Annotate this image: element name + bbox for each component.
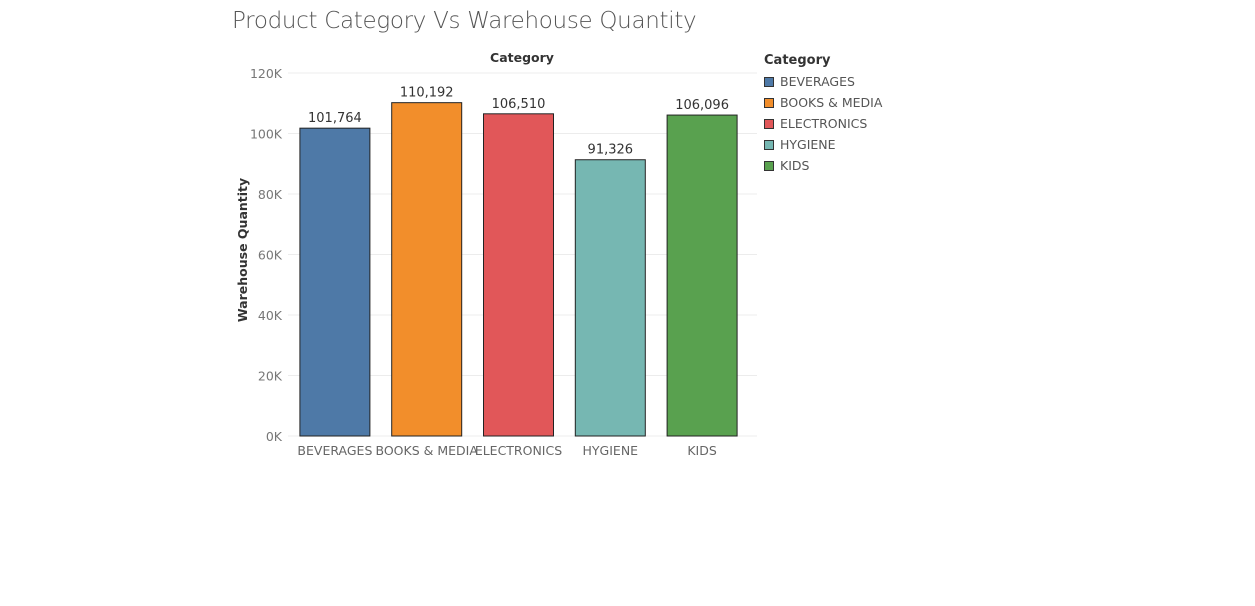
legend-item[interactable]: ELECTRONICS — [764, 113, 882, 134]
legend-label: BOOKS & MEDIA — [780, 95, 883, 110]
y-tick-label: 120K — [250, 66, 283, 81]
y-tick-label: 60K — [258, 248, 283, 263]
y-tick-label: 0K — [266, 429, 283, 444]
data-label: 91,326 — [588, 143, 634, 158]
bars — [299, 102, 738, 437]
data-label: 106,096 — [675, 98, 729, 113]
chart-title: Product Category Vs Warehouse Quantity — [232, 8, 697, 34]
y-tick-label: 20K — [258, 369, 283, 384]
data-label: 110,192 — [400, 86, 454, 101]
legend-swatch — [764, 139, 774, 150]
legend-label: BEVERAGES — [780, 74, 855, 89]
data-label: 101,764 — [308, 111, 362, 126]
legend-swatch — [764, 97, 774, 108]
x-axis-title: Category — [490, 50, 554, 65]
legend-item[interactable]: BEVERAGES — [764, 71, 882, 92]
legend-item[interactable]: BOOKS & MEDIA — [764, 92, 882, 113]
y-tick-label: 100K — [250, 127, 283, 142]
legend-swatch — [764, 76, 774, 87]
data-labels: 101,764 110,192 106,510 91,326 106,096 — [308, 86, 729, 158]
x-tick-label: KIDS — [687, 443, 717, 458]
legend-label: HYGIENE — [780, 137, 836, 152]
bar-books-media — [391, 102, 463, 437]
legend-items: BEVERAGES BOOKS & MEDIA ELECTRONICS HYGIENE… — [764, 71, 882, 176]
legend-item[interactable]: HYGIENE — [764, 134, 882, 155]
bar-kids — [666, 114, 738, 437]
legend-label: ELECTRONICS — [780, 116, 868, 131]
legend-swatch — [764, 160, 774, 171]
y-axis-ticks: 0K 20K 40K 60K 80K 100K 120K — [250, 66, 283, 444]
x-tick-label: ELECTRONICS — [475, 443, 562, 458]
y-tick-label: 40K — [258, 308, 283, 323]
y-axis-title: Warehouse Quantity — [235, 178, 250, 322]
legend-title: Category — [764, 53, 831, 68]
bar-electronics — [483, 113, 554, 437]
bar-beverages — [299, 127, 371, 437]
y-tick-label: 80K — [258, 187, 283, 202]
legend: Category BEVERAGES BOOKS & MEDIA ELECTRONI… — [764, 53, 882, 176]
x-tick-label: BEVERAGES — [297, 443, 372, 458]
legend-item[interactable]: KIDS — [764, 155, 882, 176]
data-label: 106,510 — [492, 97, 546, 112]
x-tick-label: BOOKS & MEDIA — [375, 443, 478, 458]
legend-swatch — [764, 118, 774, 129]
legend-label: KIDS — [780, 158, 810, 173]
bar-hygiene — [574, 159, 646, 437]
x-tick-label: HYGIENE — [583, 443, 639, 458]
